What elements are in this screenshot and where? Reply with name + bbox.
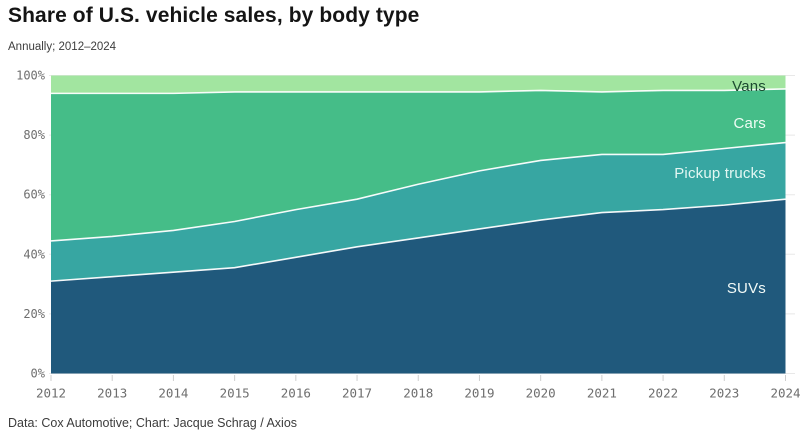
- x-axis-label: 2016: [281, 386, 311, 401]
- area-cars: [51, 88, 786, 241]
- x-axis-label: 2022: [648, 386, 678, 401]
- series-label-cars: Cars: [734, 115, 766, 132]
- series-label-pickup-trucks: Pickup trucks: [674, 165, 766, 182]
- x-axis-label: 2023: [709, 386, 739, 401]
- x-axis-label: 2014: [158, 386, 188, 401]
- y-axis-label: 60%: [23, 188, 45, 202]
- x-axis-label: 2017: [342, 386, 372, 401]
- y-axis-label: 100%: [16, 69, 46, 83]
- y-axis-label: 0%: [31, 367, 46, 381]
- area-vans: [51, 75, 786, 94]
- area-pickup-trucks: [51, 142, 786, 282]
- series-label-vans: Vans: [732, 78, 766, 95]
- chart-subtitle: Annually; 2012–2024: [8, 41, 117, 53]
- boundary-line-suvs: [50, 198, 786, 282]
- area-suvs: [51, 199, 786, 374]
- x-axis-label: 2013: [97, 386, 127, 401]
- y-axis-label: 40%: [23, 247, 45, 261]
- x-axis-label: 2018: [403, 386, 433, 401]
- x-axis-label: 2019: [464, 386, 494, 401]
- x-axis-label: 2024: [770, 386, 800, 401]
- series-label-suvs: SUVs: [727, 280, 766, 297]
- x-axis-label: 2021: [587, 386, 617, 401]
- y-axis-label: 80%: [23, 128, 45, 142]
- x-axis-label: 2015: [220, 386, 250, 401]
- boundary-line-pickup-trucks: [50, 141, 786, 242]
- boundary-line-cars: [51, 88, 786, 95]
- page-title: Share of U.S. vehicle sales, by body typ…: [8, 4, 420, 27]
- y-axis-label: 20%: [23, 307, 45, 321]
- x-axis-label: 2012: [36, 386, 66, 401]
- source-credit: Data: Cox Automotive; Chart: Jacque Schr…: [8, 416, 298, 430]
- x-axis-label: 2020: [526, 386, 556, 401]
